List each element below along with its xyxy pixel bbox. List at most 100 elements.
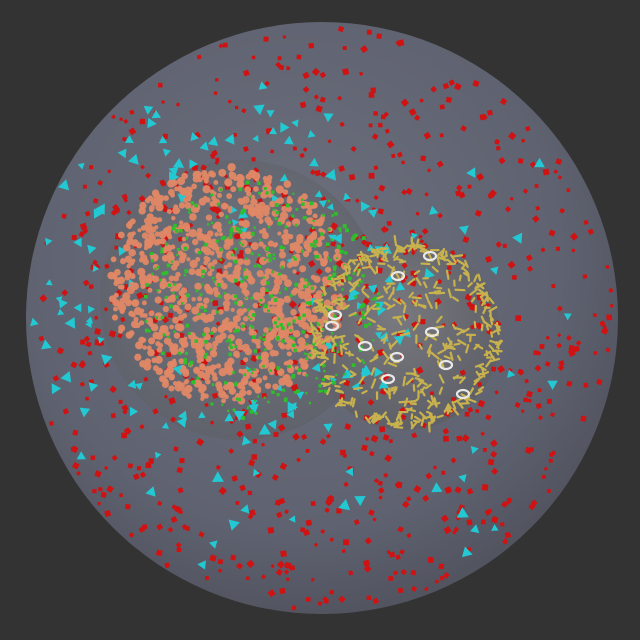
yellow-spike-particle <box>426 343 433 354</box>
cyan-tetrahedron-particle <box>228 519 240 531</box>
salmon-particle <box>302 250 310 258</box>
green-particle <box>150 272 154 276</box>
yellow-spike-particle <box>473 320 477 329</box>
red-cube-particle <box>377 122 383 128</box>
green-particle <box>238 187 243 192</box>
red-cube-particle <box>114 245 119 250</box>
green-particle <box>203 355 207 359</box>
salmon-particle <box>192 238 199 246</box>
yellow-spike-particle <box>427 403 433 410</box>
yellow-spike-particle <box>449 351 454 361</box>
red-cube-particle <box>548 458 553 463</box>
green-particle <box>238 230 243 234</box>
red-cube-particle <box>329 589 335 595</box>
red-cube-particle <box>155 549 163 557</box>
red-cube-particle <box>296 54 302 60</box>
red-cube-particle <box>82 279 90 287</box>
salmon-particle <box>236 180 245 188</box>
green-particle <box>240 279 244 284</box>
green-particle <box>312 219 315 222</box>
salmon-particle <box>139 280 145 285</box>
red-cube-particle <box>163 394 169 399</box>
green-particle <box>339 340 343 344</box>
salmon-particle <box>141 232 149 239</box>
red-cube-particle <box>410 250 416 256</box>
yellow-spike-particle <box>322 310 329 318</box>
green-particle <box>259 238 262 241</box>
salmon-particle <box>182 222 191 231</box>
red-cube-particle <box>93 315 99 320</box>
yellow-spike-particle <box>430 351 440 360</box>
green-particle <box>334 211 338 216</box>
green-particle <box>246 308 250 312</box>
red-cube-particle <box>210 420 215 425</box>
salmon-particle <box>213 180 219 185</box>
green-particle <box>162 333 166 337</box>
salmon-particle <box>283 180 292 188</box>
red-cube-particle <box>48 420 54 426</box>
salmon-particle <box>131 282 139 291</box>
yellow-spike-particle <box>405 407 417 413</box>
salmon-particle <box>205 256 211 263</box>
green-particle <box>236 397 239 401</box>
yellow-spike-particle <box>457 401 464 409</box>
red-cube-particle <box>138 195 146 203</box>
yellow-spike-particle <box>410 240 416 251</box>
green-particle <box>174 229 179 233</box>
green-particle <box>167 283 172 287</box>
red-cube-particle <box>275 61 282 68</box>
green-particle <box>276 366 281 371</box>
salmon-particle <box>216 193 223 199</box>
cyan-tetrahedron-particle <box>374 367 384 378</box>
cyan-tetrahedron-particle <box>158 135 168 144</box>
green-particle <box>278 272 281 276</box>
red-cube-particle <box>360 45 369 54</box>
salmon-particle <box>195 171 202 178</box>
red-cube-particle <box>418 234 423 239</box>
green-particle <box>143 294 148 299</box>
red-cube-particle <box>72 429 79 436</box>
green-particle <box>250 252 254 256</box>
yellow-spike-particle <box>388 342 392 350</box>
red-cube-particle <box>305 448 310 454</box>
red-cube-particle <box>366 595 372 601</box>
red-cube-particle <box>230 554 237 561</box>
cyan-tetrahedron-particle <box>161 422 170 429</box>
white-ring-particle <box>422 250 438 262</box>
green-particle <box>148 329 152 333</box>
red-cube-particle <box>436 160 444 168</box>
yellow-spike-particle <box>390 386 397 390</box>
salmon-particle <box>300 302 307 309</box>
green-particle <box>206 223 210 226</box>
red-cube-particle <box>307 260 316 268</box>
green-particle <box>345 306 349 310</box>
red-cube-particle <box>566 188 571 193</box>
green-particle <box>176 247 180 252</box>
red-cube-particle <box>277 56 282 61</box>
salmon-particle <box>220 202 229 210</box>
red-cube-particle <box>280 550 287 558</box>
red-cube-particle <box>413 485 422 494</box>
red-cube-particle <box>384 128 390 134</box>
salmon-particle <box>259 286 267 294</box>
salmon-particle <box>263 307 268 313</box>
red-cube-particle <box>248 459 256 467</box>
yellow-spike-particle <box>457 339 467 346</box>
cyan-tetrahedron-particle <box>197 560 206 570</box>
yellow-spike-particle <box>334 384 341 388</box>
red-cube-particle <box>380 114 386 120</box>
salmon-particle <box>143 246 149 251</box>
salmon-particle <box>273 350 279 357</box>
red-cube-particle <box>378 425 386 433</box>
red-cube-particle <box>315 268 323 276</box>
green-particle <box>150 252 154 256</box>
salmon-particle <box>178 358 185 365</box>
red-cube-particle <box>481 483 489 491</box>
red-cube-particle <box>204 402 209 408</box>
salmon-particle <box>212 259 218 265</box>
yellow-spike-particle <box>443 342 448 352</box>
yellow-spike-particle <box>380 257 389 263</box>
salmon-particle <box>147 232 155 240</box>
cyan-tetrahedron-particle <box>291 119 299 128</box>
